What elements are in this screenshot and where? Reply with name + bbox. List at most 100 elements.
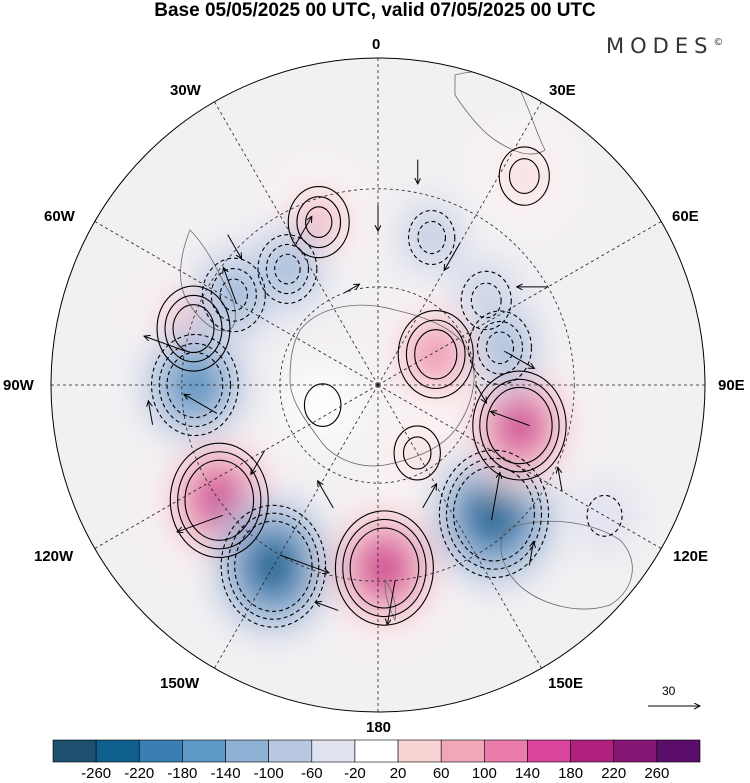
colorbar (52, 739, 701, 763)
lon-label-120w: 120W (34, 548, 74, 565)
wind-vector-arrow (444, 243, 461, 270)
contour-line (414, 329, 458, 380)
contour-line (184, 459, 255, 541)
colorbar-tick-label: -20 (344, 765, 366, 782)
contour-line (470, 282, 502, 319)
colorbar-swatch (397, 739, 442, 763)
contour-line (485, 331, 515, 365)
colorbar-swatch (182, 739, 226, 763)
colorbar-tick-label: -260 (81, 765, 112, 782)
coastline-antarctica (289, 304, 475, 467)
colorbar-swatch (52, 739, 97, 763)
lon-label-180: 180 (366, 719, 392, 736)
contour-line (393, 425, 441, 481)
colorbar-tick-label: 140 (514, 765, 540, 782)
contour-line (397, 309, 474, 399)
anomaly-field (140, 133, 637, 639)
contour-line (219, 278, 248, 312)
wind-vector-arrow (315, 602, 339, 611)
colorbar-tick-label: 100 (471, 765, 497, 782)
colorbar-swatch (570, 739, 615, 763)
map-frame (50, 57, 706, 713)
colorbar-swatch (138, 739, 183, 763)
contour-line (287, 186, 350, 259)
colorbar-tick-label: -140 (210, 765, 241, 782)
wind-vector-arrow (279, 554, 329, 573)
wind-vector-arrow (491, 411, 530, 427)
map-title: Base 05/05/2025 00 UTC, valid 07/05/2025… (154, 0, 596, 21)
contour-line (438, 449, 550, 578)
colorbar-swatch (440, 739, 485, 763)
colorbar-swatch (225, 739, 269, 763)
map-disc (51, 58, 705, 712)
colorbar-tick-label: 60 (432, 765, 450, 782)
colorbar-tick-label: 260 (644, 765, 670, 782)
wind-vector-arrow (504, 350, 534, 368)
contour-line (498, 146, 550, 206)
lon-label-0: 0 (372, 36, 381, 53)
anomaly-positive (289, 367, 356, 444)
colorbar-tick-label: -220 (124, 765, 155, 782)
contour-line (265, 243, 310, 295)
wind-vector-arrow (528, 541, 533, 566)
contours (151, 146, 623, 628)
colorbar-tick-label: 20 (389, 765, 407, 782)
wind-vector-arrow (144, 336, 185, 352)
contour-line (334, 510, 434, 626)
colorbar-tick-label: -100 (253, 765, 284, 782)
brand-name: MODES (606, 34, 714, 58)
brand-logo: MODES© (606, 34, 723, 58)
lon-label-60w: 60W (44, 208, 75, 225)
wind-vector-arrow (558, 467, 563, 492)
lon-label-150w: 150W (160, 675, 200, 692)
contour-line (402, 436, 432, 470)
colorbar-swatch (311, 739, 356, 763)
wind-vector-arrow (318, 481, 334, 509)
contour-line (169, 442, 269, 559)
contour-line (349, 527, 420, 609)
anomaly-negative (410, 213, 453, 262)
colorbar-swatch (484, 739, 528, 763)
landmasses (180, 71, 633, 622)
contour-line (210, 268, 257, 322)
wind-vector-arrow (223, 267, 237, 304)
lon-label-30e: 30E (549, 82, 576, 99)
anomaly-positive (505, 409, 534, 442)
colorbar-swatch (656, 739, 701, 763)
contour-line (417, 220, 446, 255)
contour-line (405, 319, 466, 390)
contour-line (508, 158, 540, 194)
colorbar-swatch (527, 739, 571, 763)
latitude-circle (181, 188, 575, 582)
lon-label-30w: 30W (170, 82, 201, 99)
contour-line (472, 370, 567, 481)
contour-line (453, 466, 535, 562)
contour-line (486, 386, 553, 465)
contour-line (177, 451, 262, 550)
anomaly-negative (260, 551, 287, 582)
wind-vector-arrow (475, 384, 486, 403)
colorbar-tick-label: -60 (300, 765, 323, 782)
lon-label-60e: 60E (672, 208, 699, 225)
contour-line (257, 234, 318, 304)
wind-vector-arrow (422, 484, 437, 509)
colorbar-tick-label: 220 (601, 765, 627, 782)
colorbar-swatch (268, 739, 313, 763)
anomaly-positive (369, 551, 399, 585)
contour-line (274, 253, 301, 285)
contour-line (303, 383, 342, 427)
colorbar-tick-label: 180 (558, 765, 584, 782)
contour-line (460, 270, 512, 331)
lon-label-150e: 150E (548, 675, 584, 692)
contour-line (479, 378, 560, 473)
lon-label-90w: 90W (3, 377, 34, 394)
colorbar-swatch (613, 739, 658, 763)
contour-line (476, 320, 524, 375)
meridian-line (377, 384, 542, 669)
wind-vector-arrow (227, 234, 242, 259)
anomaly-positive (418, 334, 453, 374)
coastline-new-zealand (384, 578, 397, 622)
contour-line (220, 504, 327, 628)
anomaly-negative (572, 479, 637, 553)
